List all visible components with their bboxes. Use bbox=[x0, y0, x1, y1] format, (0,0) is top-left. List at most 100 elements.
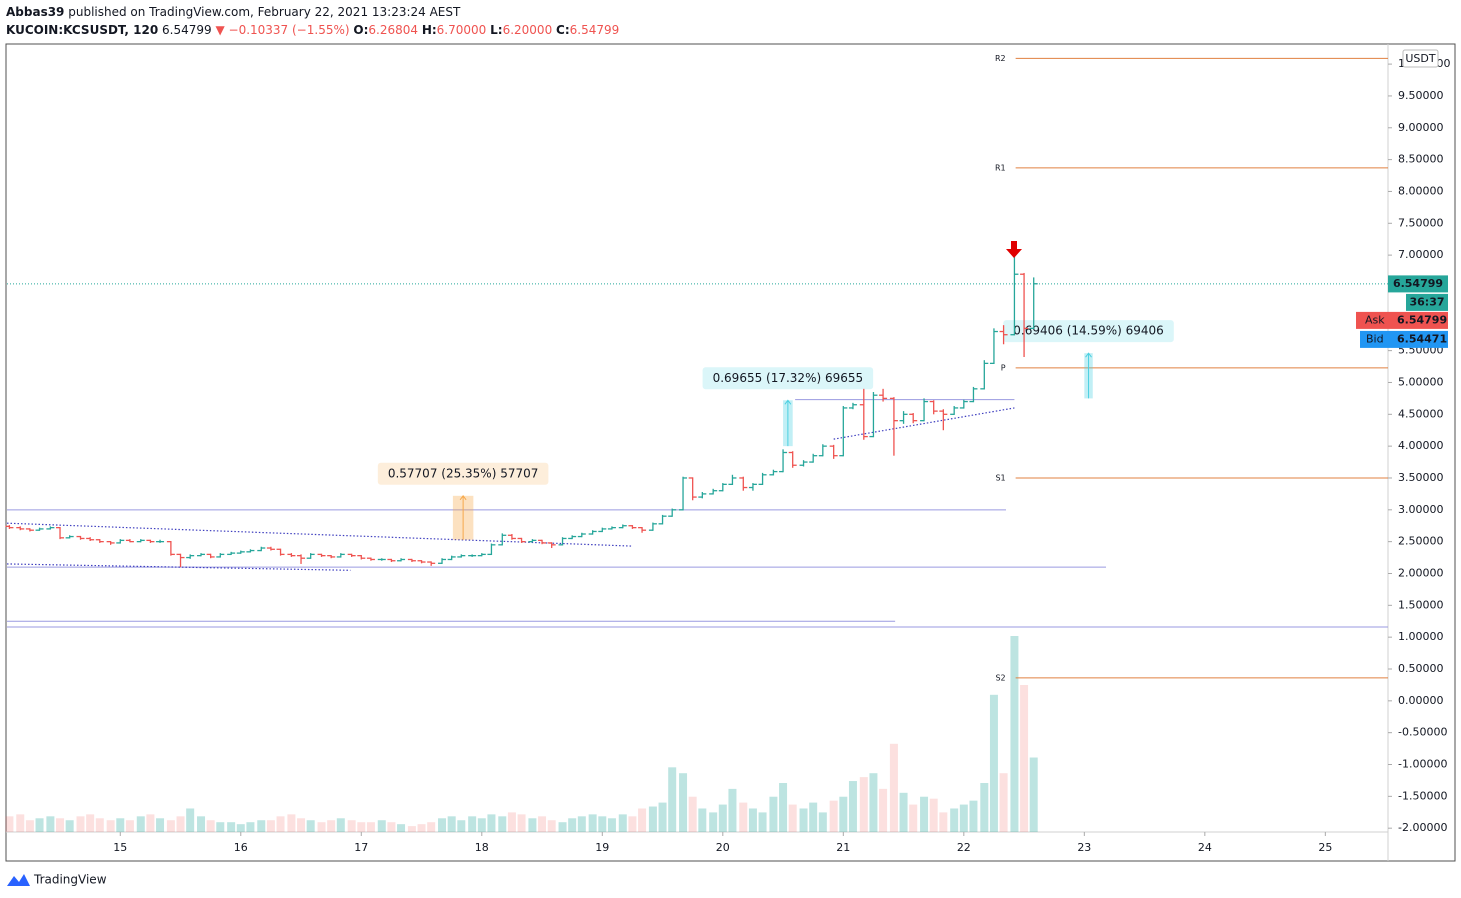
ohlc-bar bbox=[920, 398, 929, 422]
volume-bar bbox=[879, 788, 888, 832]
price-badge bbox=[1388, 275, 1448, 293]
volume-bar bbox=[698, 808, 707, 832]
volume-bar bbox=[950, 808, 959, 832]
volume-bar bbox=[156, 818, 165, 832]
volume-bar bbox=[347, 820, 356, 832]
trend-line bbox=[6, 522, 633, 547]
volume-bar bbox=[297, 818, 306, 832]
ohlc-bar bbox=[116, 539, 125, 544]
volume-bar bbox=[197, 816, 206, 832]
countdown-badge bbox=[1406, 293, 1448, 311]
ohlc-bar bbox=[236, 550, 245, 554]
volume-bar bbox=[788, 804, 797, 832]
ohlc-bar bbox=[468, 554, 477, 557]
ohlc-bar bbox=[558, 537, 567, 546]
ohlc-bar bbox=[969, 386, 978, 403]
volume-bar bbox=[848, 781, 857, 832]
ohlc-bar bbox=[197, 553, 206, 557]
volume-bar bbox=[748, 808, 757, 832]
y-tick-label: 3.00000 bbox=[1398, 503, 1444, 516]
ohlc-bar bbox=[417, 560, 426, 564]
ohlc-bar bbox=[889, 397, 898, 456]
volume-bar bbox=[980, 783, 989, 832]
plot-area: R2 R1 P S1 S2 0.57707 (25.35%) 57707 0.69655 (… bbox=[5, 54, 1388, 832]
volume-bar bbox=[457, 820, 466, 832]
volume-bar bbox=[56, 818, 65, 832]
l-value: 6.20000 bbox=[503, 23, 553, 37]
volume-bar bbox=[257, 820, 266, 832]
y-tick-label: 0.50000 bbox=[1398, 662, 1444, 675]
pivot-label: S1 bbox=[995, 473, 1005, 482]
ohlc-bar bbox=[517, 537, 526, 543]
currency: USDT bbox=[1405, 52, 1436, 65]
ohlc-bar bbox=[1010, 256, 1019, 336]
ask-badge bbox=[1356, 311, 1448, 329]
o-value: 6.26804 bbox=[368, 23, 418, 37]
ohlc-bar bbox=[166, 541, 175, 556]
volume-bar bbox=[829, 800, 838, 832]
x-tick-label: 16 bbox=[234, 841, 248, 854]
ohlc-bar bbox=[839, 406, 848, 457]
pivot-label: R1 bbox=[995, 163, 1006, 172]
ohlc-bar bbox=[869, 392, 878, 438]
y-tick-label: 8.50000 bbox=[1398, 153, 1444, 166]
ohlc-bar bbox=[477, 553, 486, 557]
symbol-line: KUCOIN:KCSUSDT, 120 6.54799 ▼ −0.10337 (… bbox=[6, 23, 619, 37]
volume-bar bbox=[577, 816, 586, 832]
volume-bar bbox=[679, 773, 688, 832]
ohlc-bar bbox=[818, 444, 827, 457]
y-tick-label: 9.50000 bbox=[1398, 89, 1444, 102]
volume-bar bbox=[929, 798, 938, 832]
volume-bar bbox=[769, 796, 778, 832]
logo: TradingView bbox=[7, 873, 107, 887]
volume-bar bbox=[487, 814, 496, 832]
ohlc-bar bbox=[538, 539, 547, 545]
volume-bar bbox=[1029, 757, 1038, 832]
volume-bar bbox=[407, 826, 416, 832]
measure-label: 0.69406 (14.59%) 69406 bbox=[1013, 324, 1164, 338]
ohlc-bar bbox=[156, 539, 165, 543]
ohlc-bar bbox=[377, 558, 386, 561]
volume-bar bbox=[287, 814, 296, 832]
volume-bar bbox=[86, 814, 95, 832]
ohlc-bar bbox=[769, 469, 778, 476]
y-tick-label: -2.00000 bbox=[1398, 821, 1447, 834]
ohlc-bar bbox=[507, 534, 516, 540]
volume-bar bbox=[517, 814, 526, 832]
volume-bar bbox=[969, 800, 978, 832]
volume-bar bbox=[106, 820, 115, 832]
volume-bar bbox=[186, 808, 195, 832]
ohlc-bar bbox=[668, 508, 677, 517]
ohlc-bar bbox=[980, 360, 989, 390]
measure-arrow bbox=[459, 494, 467, 540]
ohlc-bar bbox=[607, 526, 616, 530]
publish-line: Abbas39 published on TradingView.com, Fe… bbox=[6, 5, 461, 19]
volume-bar bbox=[377, 820, 386, 832]
ohlc-bar bbox=[65, 535, 74, 539]
volume-bar bbox=[417, 824, 426, 832]
pivot-label: S2 bbox=[995, 673, 1005, 682]
volume-bar bbox=[638, 808, 647, 832]
ohlc-bar bbox=[327, 555, 336, 559]
y-tick-label: 4.50000 bbox=[1398, 407, 1444, 420]
l-label: L: bbox=[490, 23, 502, 37]
ohlc-bar bbox=[939, 409, 948, 431]
ohlc-bar bbox=[86, 537, 95, 542]
volume-bar bbox=[498, 816, 507, 832]
volume-bar bbox=[588, 814, 597, 832]
ohlc-bar bbox=[366, 557, 375, 561]
ohlc-bar bbox=[216, 553, 225, 558]
volume-bar bbox=[176, 816, 185, 832]
volume-bar bbox=[598, 816, 607, 832]
measure-arrow bbox=[784, 399, 792, 447]
ohlc-bar bbox=[638, 526, 647, 533]
volume-bar bbox=[125, 820, 134, 832]
volume-bar bbox=[136, 816, 145, 832]
volume-bar bbox=[568, 818, 577, 832]
volume-bar bbox=[648, 806, 657, 832]
y-tick-label: 2.50000 bbox=[1398, 535, 1444, 548]
x-tick-label: 23 bbox=[1077, 841, 1091, 854]
last: 6.54799 bbox=[162, 23, 212, 37]
volume-bar bbox=[939, 812, 948, 832]
